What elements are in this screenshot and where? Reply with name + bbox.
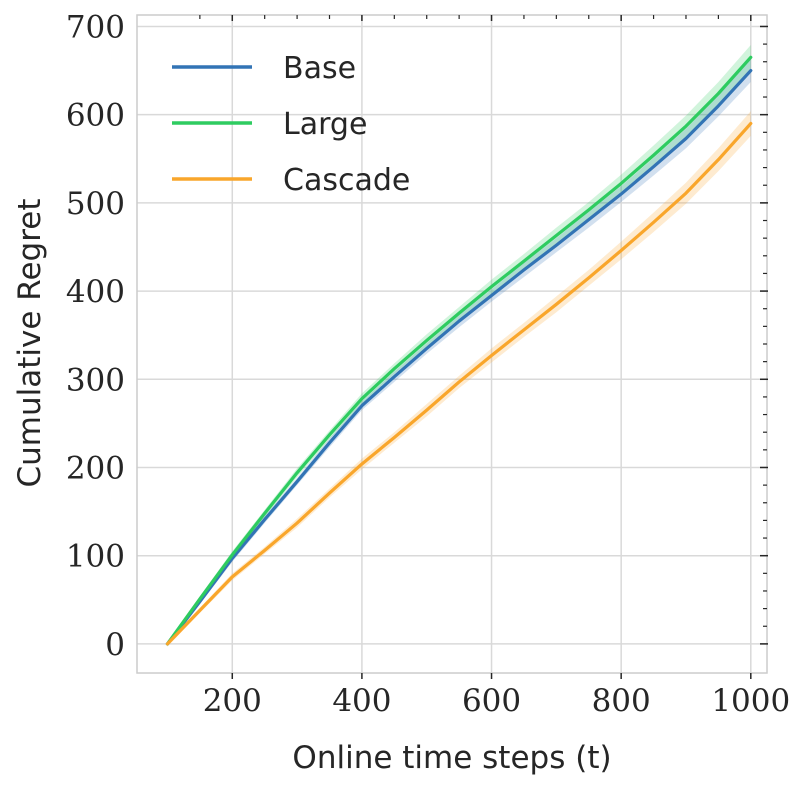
series-band-cascade bbox=[167, 111, 751, 647]
series-line-base bbox=[165, 68, 753, 646]
series-line-cascade bbox=[165, 121, 753, 646]
x-tick-label: 800 bbox=[592, 683, 651, 719]
y-tick-label: 700 bbox=[66, 9, 125, 45]
x-tick-label: 200 bbox=[203, 683, 262, 719]
legend: Base Large Cascade bbox=[172, 51, 410, 198]
legend-label-cascade: Cascade bbox=[283, 163, 410, 198]
y-tick-label: 400 bbox=[66, 274, 125, 310]
x-axis-title: Online time steps (t) bbox=[292, 740, 611, 776]
y-tick-label: 500 bbox=[66, 186, 125, 222]
y-tick-label: 0 bbox=[105, 627, 125, 663]
series-lines bbox=[165, 55, 753, 646]
y-tick-label: 600 bbox=[66, 98, 125, 134]
series-line-large bbox=[165, 55, 753, 646]
legend-label-base: Base bbox=[283, 51, 356, 86]
y-tick-label: 100 bbox=[66, 539, 125, 575]
x-tick-label: 400 bbox=[332, 683, 391, 719]
legend-label-large: Large bbox=[283, 107, 367, 142]
y-tick-label: 300 bbox=[66, 362, 125, 398]
x-tick-label: 1000 bbox=[711, 683, 790, 719]
axis-ticks: 200 400 600 800 1000 0 100 200 300 400 500 600 700 bbox=[66, 9, 790, 719]
y-tick-label: 200 bbox=[66, 450, 125, 486]
grid-lines bbox=[137, 15, 767, 673]
x-tick-label: 600 bbox=[462, 683, 521, 719]
y-axis-title: Cumulative Regret bbox=[12, 199, 48, 488]
